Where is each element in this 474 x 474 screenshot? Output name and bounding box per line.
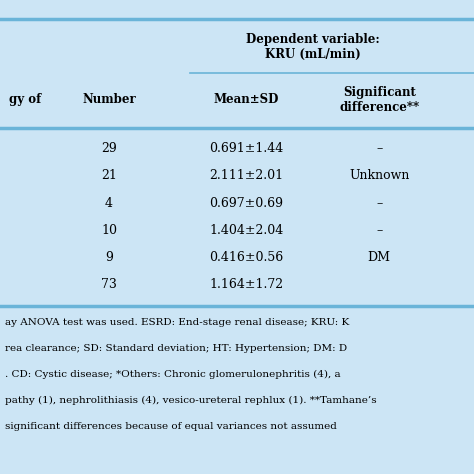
Text: Unknown: Unknown: [349, 170, 410, 182]
Text: 2.111±2.01: 2.111±2.01: [210, 170, 283, 182]
Text: 0.416±0.56: 0.416±0.56: [210, 251, 283, 264]
Text: gy of: gy of: [9, 93, 42, 106]
Text: Number: Number: [82, 93, 136, 106]
Text: significant differences because of equal variances not assumed: significant differences because of equal…: [5, 422, 337, 431]
Text: 21: 21: [101, 170, 117, 182]
Text: Significant
difference**: Significant difference**: [339, 85, 419, 114]
Text: DM: DM: [368, 251, 391, 264]
Text: ay ANOVA test was used. ESRD: End-stage renal disease; KRU: K: ay ANOVA test was used. ESRD: End-stage …: [5, 318, 349, 327]
Text: pathy (1), nephrolithiasis (4), vesico-ureteral rephlux (1). **Tamhane’s: pathy (1), nephrolithiasis (4), vesico-u…: [5, 396, 376, 405]
Text: 29: 29: [101, 142, 117, 155]
Text: 1.164±1.72: 1.164±1.72: [210, 279, 283, 292]
Text: 4: 4: [105, 197, 113, 210]
Text: 0.691±1.44: 0.691±1.44: [210, 142, 283, 155]
Text: –: –: [376, 224, 383, 237]
Text: 10: 10: [101, 224, 117, 237]
Text: –: –: [376, 197, 383, 210]
Text: 73: 73: [101, 279, 117, 292]
Text: 9: 9: [105, 251, 113, 264]
Text: –: –: [376, 142, 383, 155]
Text: rea clearance; SD: Standard deviation; HT: Hypertension; DM: D: rea clearance; SD: Standard deviation; H…: [5, 344, 347, 353]
Text: . CD: Cystic disease; *Others: Chronic glomerulonephritis (4), a: . CD: Cystic disease; *Others: Chronic g…: [5, 370, 340, 379]
Text: Dependent variable:
KRU (mL/min): Dependent variable: KRU (mL/min): [246, 33, 380, 62]
Text: 0.697±0.69: 0.697±0.69: [210, 197, 283, 210]
Text: 1.404±2.04: 1.404±2.04: [210, 224, 283, 237]
Text: Mean±SD: Mean±SD: [214, 93, 279, 106]
